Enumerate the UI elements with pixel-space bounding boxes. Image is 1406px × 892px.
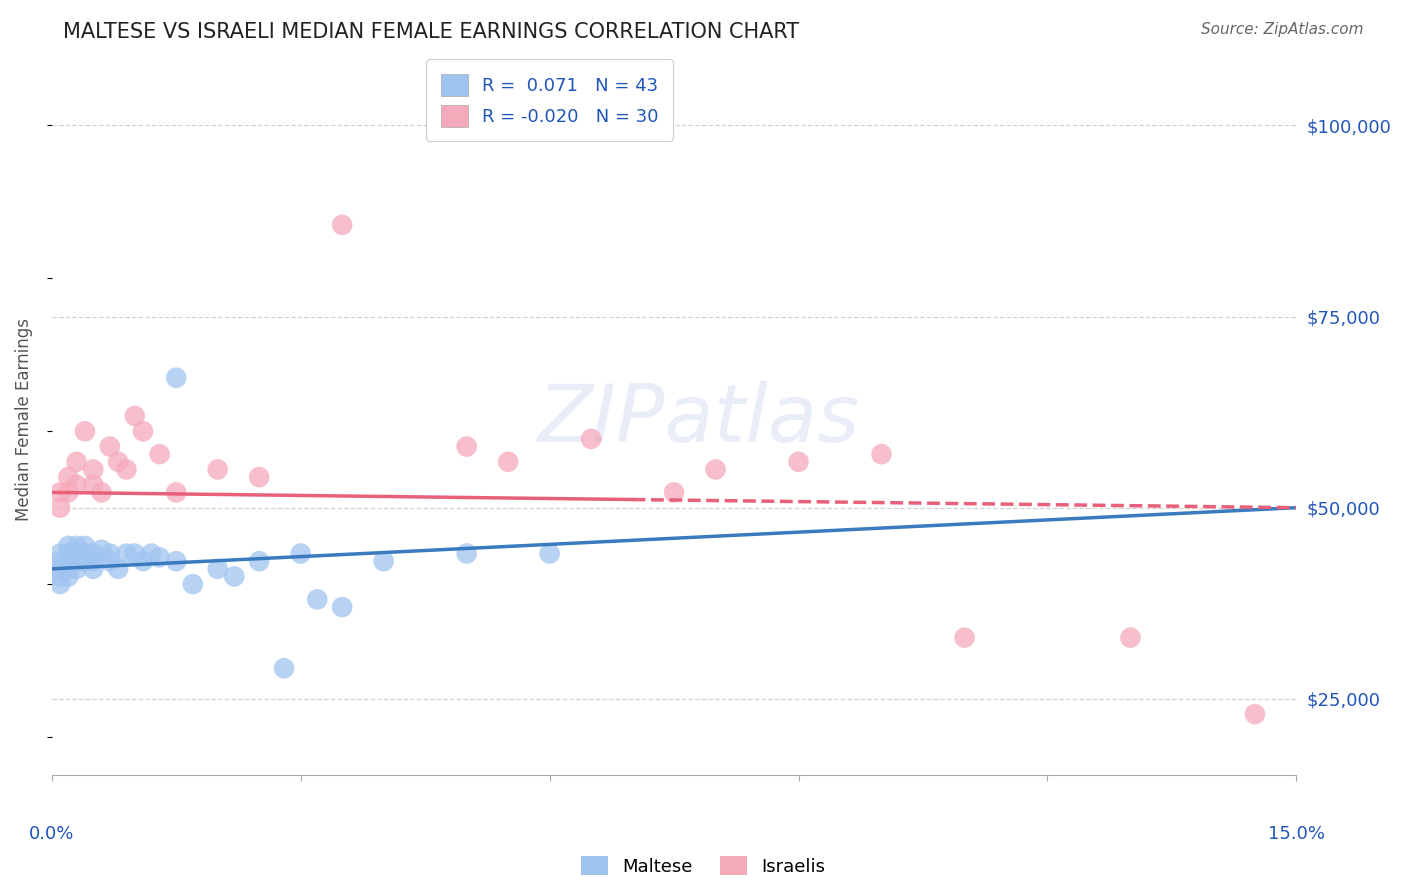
Point — [704, 462, 727, 476]
Point — [132, 424, 155, 438]
Text: ZIPatlas: ZIPatlas — [538, 381, 860, 458]
Text: MALTESE VS ISRAELI MEDIAN FEMALE EARNINGS CORRELATION CHART: MALTESE VS ISRAELI MEDIAN FEMALE EARNING… — [63, 22, 800, 42]
Text: 15.0%: 15.0% — [1268, 825, 1324, 843]
Point — [58, 569, 80, 583]
Point — [58, 554, 80, 568]
Point — [107, 562, 129, 576]
Point — [98, 440, 121, 454]
Point — [496, 455, 519, 469]
Point — [870, 447, 893, 461]
Point — [66, 455, 89, 469]
Point — [73, 554, 96, 568]
Point — [49, 577, 72, 591]
Point — [224, 569, 246, 583]
Point — [124, 409, 146, 423]
Point — [82, 562, 104, 576]
Point — [66, 539, 89, 553]
Point — [49, 485, 72, 500]
Point — [181, 577, 204, 591]
Point — [149, 447, 172, 461]
Point — [58, 539, 80, 553]
Point — [82, 477, 104, 491]
Point — [273, 661, 295, 675]
Text: 0.0%: 0.0% — [30, 825, 75, 843]
Point — [58, 470, 80, 484]
Point — [107, 455, 129, 469]
Point — [165, 370, 187, 384]
Point — [82, 547, 104, 561]
Point — [49, 569, 72, 583]
Legend: R =  0.071   N = 43, R = -0.020   N = 30: R = 0.071 N = 43, R = -0.020 N = 30 — [426, 59, 673, 141]
Point — [165, 485, 187, 500]
Point — [538, 547, 561, 561]
Point — [49, 547, 72, 561]
Y-axis label: Median Female Earnings: Median Female Earnings — [15, 318, 32, 521]
Point — [58, 485, 80, 500]
Point — [73, 547, 96, 561]
Point — [132, 554, 155, 568]
Point — [456, 440, 478, 454]
Point — [73, 424, 96, 438]
Point — [1119, 631, 1142, 645]
Point — [456, 547, 478, 561]
Point — [165, 554, 187, 568]
Point — [141, 547, 163, 561]
Point — [66, 554, 89, 568]
Point — [247, 470, 270, 484]
Point — [66, 562, 89, 576]
Point — [290, 547, 312, 561]
Point — [90, 542, 112, 557]
Text: Source: ZipAtlas.com: Source: ZipAtlas.com — [1201, 22, 1364, 37]
Point — [373, 554, 395, 568]
Point — [82, 554, 104, 568]
Point — [49, 554, 72, 568]
Point — [207, 562, 229, 576]
Point — [787, 455, 810, 469]
Point — [49, 500, 72, 515]
Point — [307, 592, 329, 607]
Point — [207, 462, 229, 476]
Point — [90, 485, 112, 500]
Point — [953, 631, 976, 645]
Point — [579, 432, 602, 446]
Point — [149, 550, 172, 565]
Point — [124, 547, 146, 561]
Point — [49, 562, 72, 576]
Point — [115, 547, 138, 561]
Point — [82, 462, 104, 476]
Point — [66, 477, 89, 491]
Point — [115, 462, 138, 476]
Legend: Maltese, Israelis: Maltese, Israelis — [574, 849, 832, 883]
Point — [662, 485, 685, 500]
Point — [98, 554, 121, 568]
Point — [247, 554, 270, 568]
Point — [98, 547, 121, 561]
Point — [330, 218, 353, 232]
Point — [73, 539, 96, 553]
Point — [66, 547, 89, 561]
Point — [58, 562, 80, 576]
Point — [66, 550, 89, 565]
Point — [1244, 707, 1267, 722]
Point — [58, 547, 80, 561]
Point — [330, 600, 353, 615]
